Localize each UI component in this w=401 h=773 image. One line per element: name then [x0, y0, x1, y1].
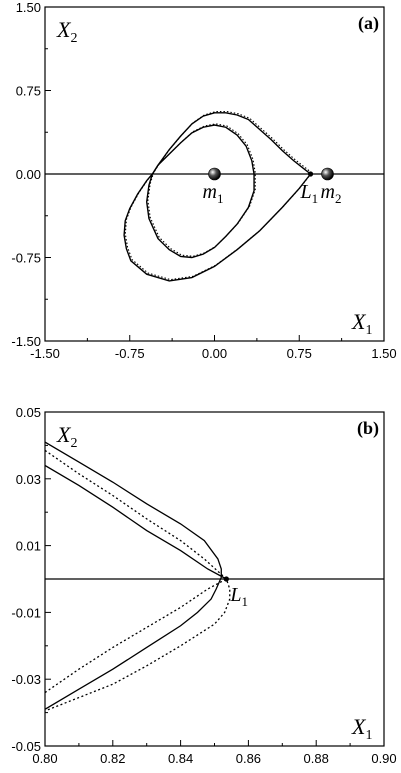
lagrange-point-marker — [223, 576, 229, 582]
panel-a-x-axis-label: X1 — [351, 309, 372, 338]
panel-a-label: (a) — [358, 13, 379, 34]
panel-b-series-dotted-2 — [45, 449, 231, 712]
y-tick-label: -0.03 — [11, 672, 41, 687]
panel-b: 0.80 0.82 0.84 0.86 0.88 0.90 0.05 0.03 0.01 -0.0… — [11, 405, 396, 766]
mass-marker — [321, 167, 334, 181]
y-tick-label: -0.05 — [11, 739, 41, 754]
panel-b-y-axis-label: X2 — [56, 422, 77, 451]
panel-b-x-axis-label: X1 — [351, 714, 372, 743]
y-tick-label: 0.00 — [16, 167, 41, 182]
y-tick-label: 0.01 — [16, 539, 41, 554]
panel-b-ticks: 0.80 0.82 0.84 0.86 0.88 0.90 0.05 0.03 0.01 -0.0… — [11, 405, 396, 766]
panel-b-series-dotted-3 — [45, 578, 227, 694]
y-tick-label: -0.01 — [11, 605, 41, 620]
annotation-label: m1 — [203, 181, 224, 206]
panel-b-series-solid-1 — [45, 464, 227, 580]
x-tick-label: 0.82 — [100, 751, 125, 766]
x-tick-label: 0.80 — [32, 751, 57, 766]
panel-b-y-label-main: X — [56, 422, 72, 447]
panel-b-label: (b) — [357, 418, 379, 439]
y-tick-label: 1.50 — [16, 0, 41, 15]
y-tick-label: 0.03 — [16, 472, 41, 487]
x-tick-label: 0.00 — [202, 346, 227, 361]
y-tick-label: -1.50 — [11, 334, 41, 349]
panel-a-orbit-dotted — [124, 111, 313, 281]
lagrange-point-marker — [307, 171, 314, 177]
y-tick-label: -0.75 — [11, 251, 41, 266]
x-tick-label: 0.90 — [371, 751, 396, 766]
panel-b-series-solid-0 — [45, 441, 222, 710]
x-tick-label: 0.84 — [168, 751, 193, 766]
annotation-label: L1 — [300, 181, 319, 206]
panel-a-y-axis-label: X2 — [56, 17, 77, 46]
y-tick-label: 0.05 — [16, 405, 41, 420]
panel-a-x-label-main: X — [351, 309, 367, 334]
panel-a-y-label-sub: 2 — [70, 31, 77, 46]
panel-b-y-label-sub: 2 — [70, 436, 77, 451]
panel-a-x-label-sub: 1 — [365, 323, 372, 338]
x-tick-label: 1.50 — [371, 346, 396, 361]
mass-marker — [208, 167, 221, 181]
panel-b-x-label-sub: 1 — [365, 728, 372, 743]
annotation-label: m2 — [321, 181, 342, 206]
x-tick-label: 0.75 — [287, 346, 312, 361]
x-tick-label: 0.86 — [236, 751, 261, 766]
panel-a-y-label-main: X — [56, 17, 72, 42]
panel-a: -1.50 -0.75 0.00 0.75 1.50 1.50 0.75 0.00 -0.75 -… — [11, 0, 396, 361]
x-tick-label: -1.50 — [30, 346, 60, 361]
y-tick-label: 0.75 — [16, 84, 41, 99]
panel-a-ticks: -1.50 -0.75 0.00 0.75 1.50 1.50 0.75 0.00 -0.75 -… — [11, 0, 396, 361]
x-tick-label: 0.88 — [304, 751, 329, 766]
panel-a-orbit — [123, 112, 312, 282]
panel-b-annotations: L1 — [223, 576, 248, 609]
annotation-label: L1 — [229, 584, 248, 609]
panel-b-x-label-main: X — [351, 714, 367, 739]
x-tick-label: -0.75 — [115, 346, 145, 361]
panel-b-series — [45, 441, 231, 712]
